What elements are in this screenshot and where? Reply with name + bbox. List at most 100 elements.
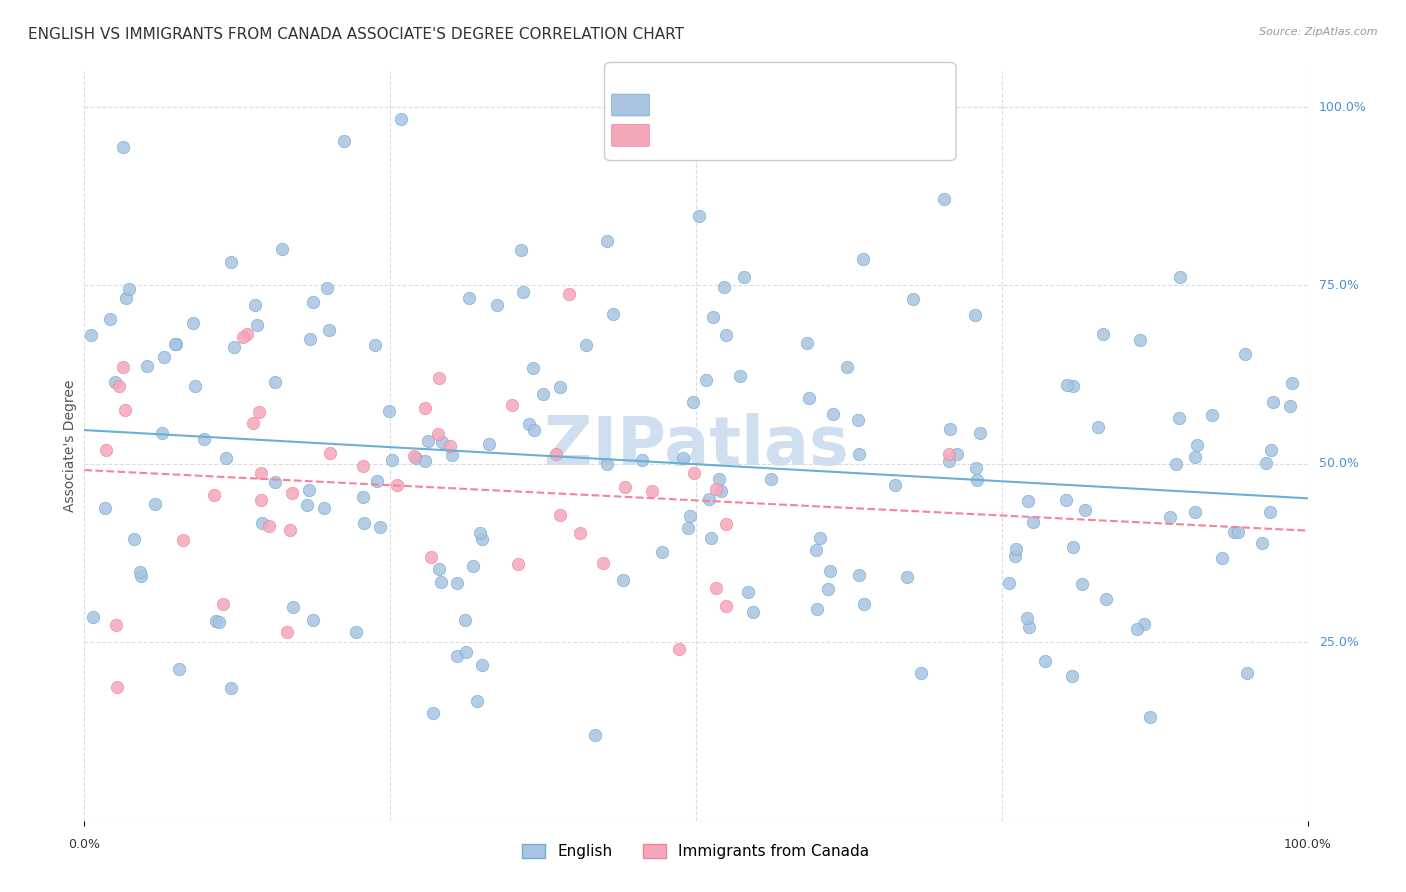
English (104, 375, 127, 389)
English (1279, 399, 1302, 413)
Immigrants from Canada (558, 286, 581, 301)
English (678, 521, 700, 535)
Immigrants from Canada (352, 458, 374, 473)
English (602, 307, 624, 321)
English (1091, 326, 1114, 341)
English (250, 516, 273, 530)
English (1033, 654, 1056, 668)
Immigrants from Canada (202, 488, 225, 502)
English (1060, 669, 1083, 683)
English (804, 542, 827, 557)
English (1234, 347, 1257, 361)
Immigrants from Canada (413, 401, 436, 415)
English (695, 373, 717, 387)
English (416, 434, 439, 448)
English (853, 597, 876, 611)
English (1236, 665, 1258, 680)
English (969, 425, 991, 440)
English (965, 309, 987, 323)
English (298, 483, 321, 497)
English (848, 447, 870, 461)
English (797, 391, 820, 405)
Immigrants from Canada (250, 467, 273, 481)
English (1070, 577, 1092, 591)
English (430, 434, 453, 449)
English (1261, 394, 1284, 409)
Immigrants from Canada (501, 398, 523, 412)
English (301, 613, 323, 627)
English (264, 475, 287, 489)
English (759, 472, 782, 486)
Immigrants from Canada (105, 680, 128, 694)
English (1062, 379, 1084, 393)
English (370, 520, 392, 534)
Immigrants from Canada (569, 525, 592, 540)
Immigrants from Canada (278, 523, 301, 537)
Immigrants from Canada (716, 599, 738, 613)
English (596, 234, 619, 248)
Immigrants from Canada (259, 519, 281, 533)
English (1126, 623, 1149, 637)
English (1139, 710, 1161, 724)
English (509, 243, 531, 257)
English (243, 298, 266, 312)
English (1074, 502, 1097, 516)
Immigrants from Canada (506, 557, 529, 571)
English (381, 453, 404, 467)
English (422, 706, 444, 720)
Text: R =: R = (647, 128, 685, 143)
Immigrants from Canada (420, 549, 443, 564)
English (1056, 378, 1078, 392)
English (427, 562, 450, 576)
English (301, 294, 323, 309)
Immigrants from Canada (427, 370, 450, 384)
English (709, 484, 731, 499)
English (111, 140, 134, 154)
English (145, 497, 167, 511)
English (966, 473, 988, 487)
English (688, 209, 710, 223)
English (934, 192, 956, 206)
English (1260, 505, 1282, 519)
Text: -0.097: -0.097 (688, 98, 742, 113)
Immigrants from Canada (112, 360, 135, 375)
English (1222, 524, 1244, 539)
English (946, 447, 969, 461)
English (938, 453, 960, 467)
Immigrants from Canada (439, 439, 461, 453)
English (737, 584, 759, 599)
English (314, 500, 336, 515)
English (457, 291, 479, 305)
English (80, 328, 103, 343)
English (910, 666, 932, 681)
Immigrants from Canada (592, 556, 614, 570)
English (118, 283, 141, 297)
Immigrants from Canada (276, 624, 298, 639)
English (184, 379, 207, 393)
English (1017, 611, 1039, 625)
English (707, 472, 730, 486)
English (1087, 420, 1109, 434)
English (846, 413, 869, 427)
English (163, 337, 186, 351)
English (299, 331, 322, 345)
Immigrants from Canada (385, 478, 408, 492)
English (1062, 540, 1084, 554)
English (364, 338, 387, 352)
English (651, 544, 673, 558)
English (219, 681, 242, 695)
English (150, 425, 173, 440)
Text: 0.0%: 0.0% (69, 838, 100, 852)
English (471, 532, 494, 546)
English (682, 395, 704, 409)
Immigrants from Canada (212, 598, 235, 612)
English (1201, 408, 1223, 422)
Text: ENGLISH VS IMMIGRANTS FROM CANADA ASSOCIATE'S DEGREE CORRELATION CHART: ENGLISH VS IMMIGRANTS FROM CANADA ASSOCI… (28, 27, 685, 42)
English (478, 437, 501, 451)
English (215, 450, 238, 465)
English (264, 375, 287, 389)
English (1133, 616, 1156, 631)
English (463, 559, 485, 574)
English (852, 252, 875, 266)
English (1167, 411, 1189, 425)
